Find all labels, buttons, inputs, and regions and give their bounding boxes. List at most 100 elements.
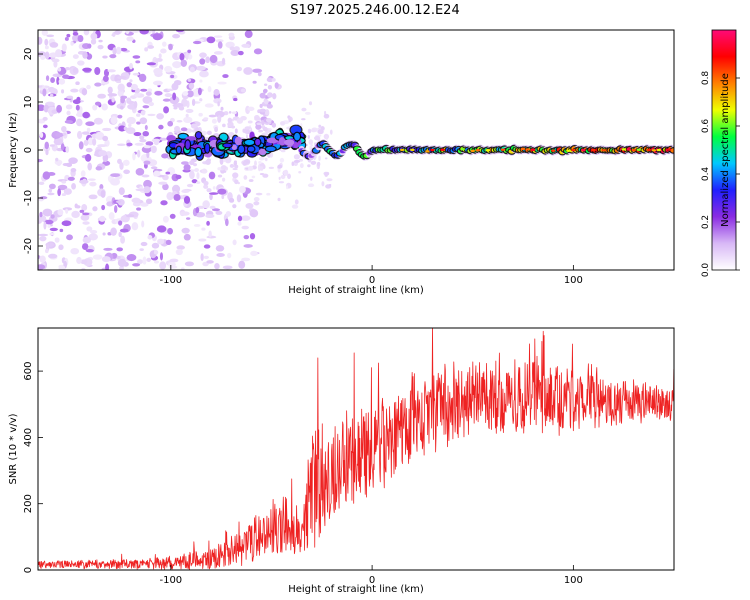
spectrogram-heatmap bbox=[38, 30, 674, 270]
spectrogram-cell bbox=[208, 114, 217, 118]
spectrogram-cell bbox=[77, 60, 85, 66]
spectrogram-cell bbox=[244, 126, 251, 130]
spectrogram-cell bbox=[219, 157, 224, 165]
spectrogram-cell bbox=[217, 81, 227, 85]
spectrogram-cell bbox=[232, 172, 239, 179]
spectrogram-cell bbox=[253, 48, 263, 55]
spectrogram-cell bbox=[311, 128, 316, 133]
spectrogram-cell bbox=[44, 219, 54, 225]
spectrogram-cell bbox=[215, 210, 223, 215]
spectrogram-cell bbox=[271, 122, 277, 128]
spectrogram-cell bbox=[266, 77, 273, 83]
spectrogram-cell bbox=[175, 248, 183, 256]
spectrogram-cell bbox=[43, 104, 49, 113]
spectrogram-cell bbox=[136, 149, 141, 158]
spectrogram-cell bbox=[65, 208, 69, 214]
spectrogram-cell bbox=[102, 232, 106, 236]
spectrogram-cell bbox=[262, 173, 269, 178]
spectrogram-cell bbox=[139, 248, 144, 251]
spectrogram-cell bbox=[133, 131, 142, 137]
spectrogram-cell bbox=[234, 136, 242, 146]
spectrogram-cell bbox=[221, 194, 225, 200]
spectrogram-cell bbox=[107, 69, 116, 73]
spectrogram-cell bbox=[195, 132, 202, 139]
spectrogram-cell bbox=[160, 48, 167, 54]
spectrogram-cell bbox=[89, 181, 97, 187]
spectrogram-cell bbox=[147, 113, 156, 117]
spectrogram-cell bbox=[159, 137, 168, 141]
spectrogram-cell bbox=[258, 129, 263, 133]
spectrogram-cell bbox=[217, 174, 223, 178]
spectrogram-cell bbox=[116, 255, 121, 259]
spectrogram-cell bbox=[259, 108, 266, 113]
spectrogram-cell bbox=[167, 120, 174, 127]
spectrogram-cell bbox=[274, 82, 279, 89]
spectrogram-cell bbox=[236, 66, 243, 72]
spectrogram-cell bbox=[223, 143, 232, 148]
spectrogram-cell bbox=[228, 197, 235, 203]
colorbar-tick-label: 0.8 bbox=[701, 71, 711, 86]
spectrogram-cell bbox=[233, 97, 238, 102]
spectrogram-cell bbox=[49, 42, 59, 48]
spectrogram-x-tick-label: 100 bbox=[564, 275, 583, 286]
spectrogram-cell bbox=[131, 222, 139, 231]
spectrogram-cell bbox=[213, 88, 220, 96]
spectrogram-cell bbox=[125, 127, 136, 134]
spectrogram-cell bbox=[199, 58, 206, 65]
spectrogram-cell bbox=[145, 198, 153, 204]
spectrogram-cell bbox=[249, 209, 259, 218]
spectrogram-cell bbox=[97, 44, 104, 50]
spectrogram-cell bbox=[189, 160, 195, 166]
spectrogram-cell bbox=[118, 220, 123, 226]
spectrogram-cell bbox=[293, 154, 301, 160]
spectrogram-cell bbox=[94, 82, 102, 87]
spectrogram-cell bbox=[87, 43, 92, 49]
spectrogram-cell bbox=[241, 257, 251, 262]
spectrogram-cell bbox=[66, 110, 71, 116]
spectrogram-cell bbox=[169, 258, 179, 263]
spectrogram-cell bbox=[42, 124, 48, 129]
spectrogram-cell bbox=[215, 245, 225, 252]
spectrogram-cell bbox=[141, 174, 150, 178]
spectrogram-cell bbox=[263, 83, 268, 86]
spectrogram-cell bbox=[206, 220, 210, 226]
spectrogram-cell bbox=[165, 239, 172, 246]
spectrogram-cell bbox=[39, 255, 46, 263]
spectrogram-cell bbox=[157, 238, 165, 245]
spectrogram-cell bbox=[186, 183, 194, 188]
spectrogram-cell bbox=[76, 256, 82, 265]
spectrogram-cell bbox=[231, 144, 237, 150]
spectrogram-cell bbox=[199, 52, 207, 58]
spectrogram-cell bbox=[48, 188, 53, 193]
spectrogram-cell bbox=[621, 148, 626, 151]
spectrogram-cell bbox=[425, 150, 430, 153]
spectrogram-cell bbox=[181, 227, 190, 234]
spectrogram-cell bbox=[85, 153, 92, 162]
spectrogram-cell bbox=[120, 96, 126, 104]
snr-x-tick-label: 0 bbox=[369, 575, 375, 586]
spectrogram-cell bbox=[129, 79, 133, 83]
spectrogram-cell bbox=[151, 242, 160, 249]
spectrogram-cell bbox=[83, 139, 89, 146]
spectrogram-cell bbox=[253, 196, 260, 202]
spectrogram-cell bbox=[50, 214, 55, 219]
spectrogram-cell bbox=[56, 104, 62, 113]
spectrogram-cell bbox=[254, 116, 261, 121]
spectrogram-cell bbox=[50, 77, 55, 84]
spectrogram-cell bbox=[61, 193, 67, 197]
spectrogram-cell bbox=[142, 105, 150, 109]
spectrogram-cell bbox=[591, 148, 596, 152]
spectrogram-cell bbox=[190, 123, 198, 129]
spectrogram-cell bbox=[227, 252, 232, 259]
spectrogram-cell bbox=[299, 163, 304, 169]
spectrogram-cell bbox=[101, 103, 108, 111]
spectrogram-cell bbox=[328, 184, 332, 187]
spectrogram-cell bbox=[206, 188, 212, 193]
spectrogram-cell bbox=[63, 188, 72, 195]
spectrogram-cell bbox=[259, 92, 266, 99]
snr-series-line bbox=[38, 328, 674, 570]
spectrogram-cell bbox=[183, 203, 188, 207]
spectrogram-cell bbox=[80, 259, 88, 265]
spectrogram-cell bbox=[257, 72, 262, 77]
spectrogram-cell bbox=[132, 263, 141, 267]
